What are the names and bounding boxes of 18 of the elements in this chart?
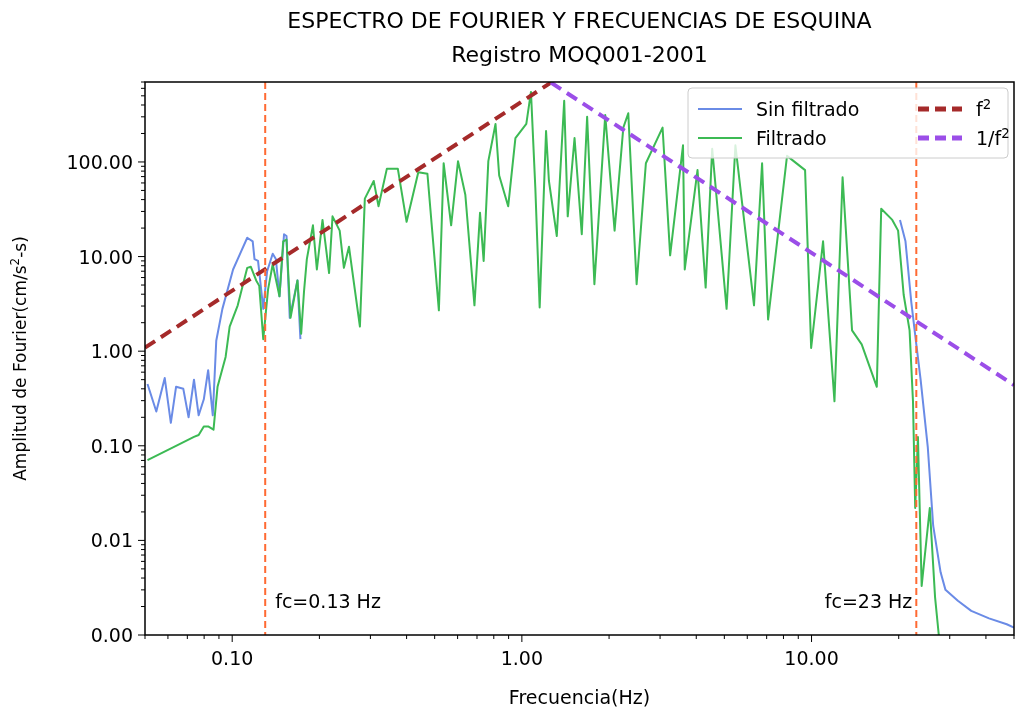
legend-label: Sin filtrado <box>756 98 860 120</box>
ref-line-label: fc=23 Hz <box>824 590 913 612</box>
y-tick-label: 0.10 <box>90 434 133 457</box>
chart-subtitle: Registro MOQ001-2001 <box>451 42 708 67</box>
x-axis-title: Frecuencia(Hz) <box>508 686 651 708</box>
y-tick-label: 100.00 <box>66 150 133 173</box>
ref-line-label: fc=0.13 Hz <box>275 590 381 612</box>
x-tick-label: 0.10 <box>211 647 254 669</box>
x-tick-label: 10.00 <box>784 647 839 669</box>
y-tick-label: 10.00 <box>78 245 133 268</box>
chart-title: ESPECTRO DE FOURIER Y FRECUENCIAS DE ESQUINA <box>287 8 872 33</box>
legend-label: Filtrado <box>756 127 827 149</box>
y-tick-label: 0.01 <box>90 529 133 552</box>
y-tick-label: 1.00 <box>90 340 133 363</box>
legend-label: 1/f$^{2}$ <box>976 125 1010 149</box>
x-tick-label: 1.00 <box>500 647 544 669</box>
legend-label: f$^{2}$ <box>976 96 992 120</box>
y-tick-label: 0.00 <box>90 624 133 646</box>
